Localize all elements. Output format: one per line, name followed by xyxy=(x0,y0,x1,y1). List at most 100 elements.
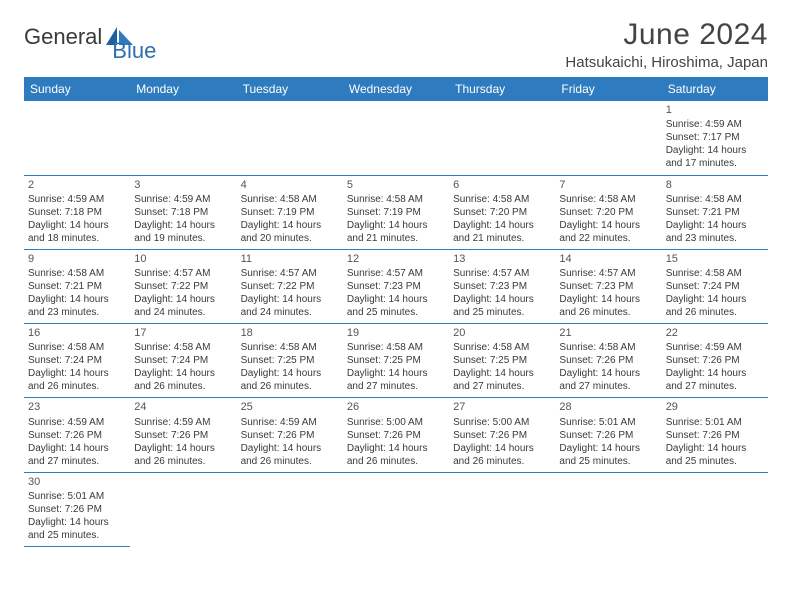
sunrise: Sunrise: 5:00 AM xyxy=(453,416,551,429)
daylight-line2: and 27 minutes. xyxy=(666,380,764,393)
sunset: Sunset: 7:26 PM xyxy=(28,503,126,516)
day-cell-22: 22Sunrise: 4:59 AMSunset: 7:26 PMDayligh… xyxy=(662,324,768,398)
day-number: 5 xyxy=(347,178,445,192)
daylight-line2: and 27 minutes. xyxy=(28,455,126,468)
daylight-line1: Daylight: 14 hours xyxy=(453,293,551,306)
day-number: 27 xyxy=(453,400,551,414)
day-cell-9: 9Sunrise: 4:58 AMSunset: 7:21 PMDaylight… xyxy=(24,249,130,323)
daylight-line1: Daylight: 14 hours xyxy=(28,442,126,455)
daylight-line2: and 26 minutes. xyxy=(134,380,232,393)
calendar-row: 9Sunrise: 4:58 AMSunset: 7:21 PMDaylight… xyxy=(24,249,768,323)
header: General Blue June 2024 Hatsukaichi, Hiro… xyxy=(24,18,768,71)
daylight-line2: and 23 minutes. xyxy=(666,232,764,245)
daylight-line2: and 26 minutes. xyxy=(559,306,657,319)
day-cell-7: 7Sunrise: 4:58 AMSunset: 7:20 PMDaylight… xyxy=(555,175,661,249)
daylight-line2: and 26 minutes. xyxy=(453,455,551,468)
daylight-line2: and 26 minutes. xyxy=(134,455,232,468)
empty-cell xyxy=(130,472,236,546)
daylight-line2: and 18 minutes. xyxy=(28,232,126,245)
daylight-line1: Daylight: 14 hours xyxy=(28,293,126,306)
day-number: 18 xyxy=(241,326,339,340)
day-cell-13: 13Sunrise: 4:57 AMSunset: 7:23 PMDayligh… xyxy=(449,249,555,323)
sunrise: Sunrise: 4:58 AM xyxy=(347,341,445,354)
sunrise: Sunrise: 5:00 AM xyxy=(347,416,445,429)
day-cell-5: 5Sunrise: 4:58 AMSunset: 7:19 PMDaylight… xyxy=(343,175,449,249)
daylight-line2: and 21 minutes. xyxy=(347,232,445,245)
daylight-line1: Daylight: 14 hours xyxy=(666,144,764,157)
calendar-row: 30Sunrise: 5:01 AMSunset: 7:26 PMDayligh… xyxy=(24,472,768,546)
sunset: Sunset: 7:26 PM xyxy=(347,429,445,442)
day-number: 3 xyxy=(134,178,232,192)
calendar-body: 1Sunrise: 4:59 AMSunset: 7:17 PMDaylight… xyxy=(24,101,768,546)
day-cell-23: 23Sunrise: 4:59 AMSunset: 7:26 PMDayligh… xyxy=(24,398,130,472)
daylight-line1: Daylight: 14 hours xyxy=(28,516,126,529)
empty-cell xyxy=(555,101,661,175)
sunrise: Sunrise: 4:58 AM xyxy=(347,193,445,206)
day-cell-30: 30Sunrise: 5:01 AMSunset: 7:26 PMDayligh… xyxy=(24,472,130,546)
daylight-line2: and 26 minutes. xyxy=(347,455,445,468)
day-number: 21 xyxy=(559,326,657,340)
daylight-line1: Daylight: 14 hours xyxy=(666,367,764,380)
day-cell-27: 27Sunrise: 5:00 AMSunset: 7:26 PMDayligh… xyxy=(449,398,555,472)
daylight-line1: Daylight: 14 hours xyxy=(134,293,232,306)
brand-logo: General Blue xyxy=(24,18,156,50)
daylight-line1: Daylight: 14 hours xyxy=(559,293,657,306)
empty-cell xyxy=(24,101,130,175)
daylight-line2: and 26 minutes. xyxy=(28,380,126,393)
weekday-wed: Wednesday xyxy=(343,77,449,101)
daylight-line2: and 20 minutes. xyxy=(241,232,339,245)
day-number: 28 xyxy=(559,400,657,414)
daylight-line1: Daylight: 14 hours xyxy=(241,442,339,455)
sunrise: Sunrise: 4:57 AM xyxy=(241,267,339,280)
daylight-line1: Daylight: 14 hours xyxy=(559,367,657,380)
day-cell-14: 14Sunrise: 4:57 AMSunset: 7:23 PMDayligh… xyxy=(555,249,661,323)
day-number: 22 xyxy=(666,326,764,340)
weekday-mon: Monday xyxy=(130,77,236,101)
sunset: Sunset: 7:20 PM xyxy=(453,206,551,219)
day-number: 10 xyxy=(134,252,232,266)
weekday-header-row: Sunday Monday Tuesday Wednesday Thursday… xyxy=(24,77,768,101)
daylight-line1: Daylight: 14 hours xyxy=(666,293,764,306)
day-cell-6: 6Sunrise: 4:58 AMSunset: 7:20 PMDaylight… xyxy=(449,175,555,249)
day-cell-29: 29Sunrise: 5:01 AMSunset: 7:26 PMDayligh… xyxy=(662,398,768,472)
day-cell-8: 8Sunrise: 4:58 AMSunset: 7:21 PMDaylight… xyxy=(662,175,768,249)
sunset: Sunset: 7:26 PM xyxy=(134,429,232,442)
calendar-table: Sunday Monday Tuesday Wednesday Thursday… xyxy=(24,77,768,547)
daylight-line2: and 26 minutes. xyxy=(666,306,764,319)
daylight-line2: and 25 minutes. xyxy=(453,306,551,319)
daylight-line1: Daylight: 14 hours xyxy=(453,219,551,232)
day-number: 7 xyxy=(559,178,657,192)
sunrise: Sunrise: 4:59 AM xyxy=(666,341,764,354)
sunrise: Sunrise: 4:58 AM xyxy=(28,267,126,280)
day-number: 17 xyxy=(134,326,232,340)
day-number: 8 xyxy=(666,178,764,192)
daylight-line1: Daylight: 14 hours xyxy=(134,219,232,232)
daylight-line2: and 24 minutes. xyxy=(134,306,232,319)
sunrise: Sunrise: 4:58 AM xyxy=(134,341,232,354)
day-cell-26: 26Sunrise: 5:00 AMSunset: 7:26 PMDayligh… xyxy=(343,398,449,472)
day-cell-4: 4Sunrise: 4:58 AMSunset: 7:19 PMDaylight… xyxy=(237,175,343,249)
sunrise: Sunrise: 4:57 AM xyxy=(559,267,657,280)
daylight-line2: and 25 minutes. xyxy=(666,455,764,468)
empty-cell xyxy=(449,101,555,175)
sunrise: Sunrise: 4:58 AM xyxy=(666,267,764,280)
sunset: Sunset: 7:26 PM xyxy=(559,429,657,442)
sunset: Sunset: 7:23 PM xyxy=(559,280,657,293)
daylight-line2: and 27 minutes. xyxy=(559,380,657,393)
brand-text-a: General xyxy=(24,24,102,50)
sunrise: Sunrise: 4:59 AM xyxy=(28,193,126,206)
location: Hatsukaichi, Hiroshima, Japan xyxy=(565,54,768,71)
sunset: Sunset: 7:21 PM xyxy=(28,280,126,293)
day-cell-1: 1Sunrise: 4:59 AMSunset: 7:17 PMDaylight… xyxy=(662,101,768,175)
day-number: 23 xyxy=(28,400,126,414)
empty-cell xyxy=(343,472,449,546)
daylight-line2: and 27 minutes. xyxy=(453,380,551,393)
daylight-line1: Daylight: 14 hours xyxy=(134,442,232,455)
weekday-sun: Sunday xyxy=(24,77,130,101)
day-cell-17: 17Sunrise: 4:58 AMSunset: 7:24 PMDayligh… xyxy=(130,324,236,398)
weekday-fri: Friday xyxy=(555,77,661,101)
day-number: 16 xyxy=(28,326,126,340)
empty-cell xyxy=(555,472,661,546)
day-number: 12 xyxy=(347,252,445,266)
daylight-line1: Daylight: 14 hours xyxy=(666,219,764,232)
